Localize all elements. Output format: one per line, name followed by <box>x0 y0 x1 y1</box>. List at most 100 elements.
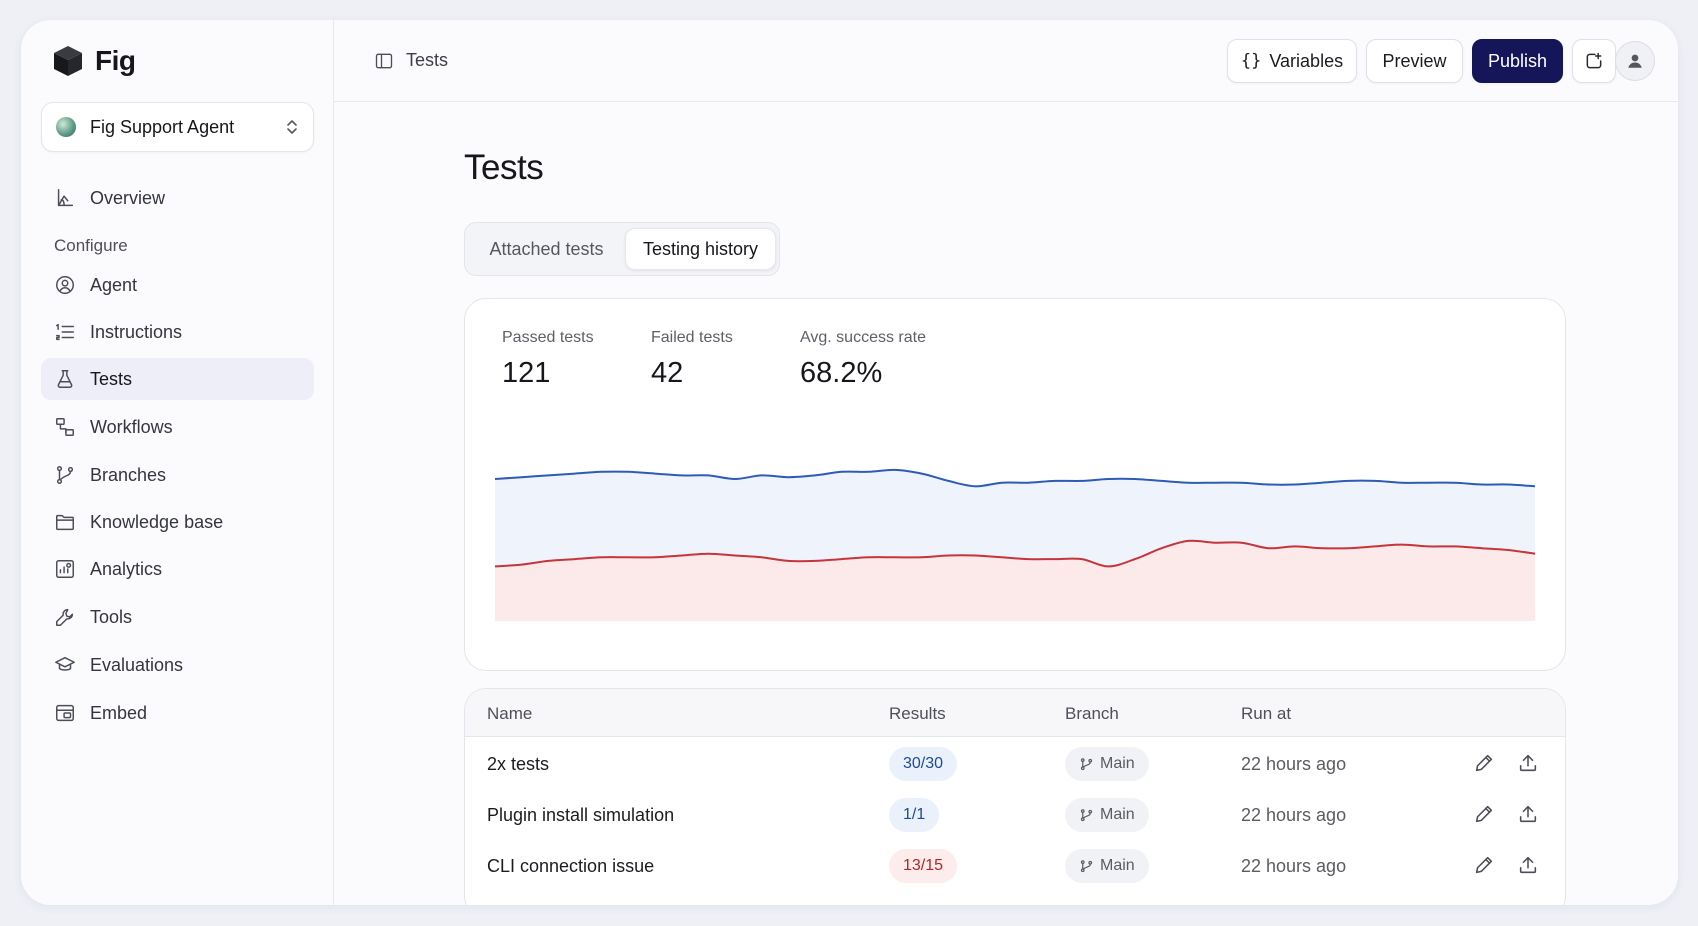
tab-testing-history[interactable]: Testing history <box>625 228 776 270</box>
preview-label: Preview <box>1382 50 1447 71</box>
graduation-cap-icon <box>55 656 75 671</box>
sidebar-item-agent[interactable]: Agent <box>41 264 314 306</box>
sync-button[interactable] <box>1572 39 1616 83</box>
sidebar-item-branches[interactable]: Branches <box>41 454 314 496</box>
pencil-icon <box>1475 754 1493 772</box>
stat-label: Passed tests <box>502 329 594 346</box>
branch-badge: Main <box>1065 849 1149 883</box>
sidebar-item-label: Overview <box>90 187 166 208</box>
agent-name: Fig Support Agent <box>90 116 235 137</box>
test-name[interactable]: 2x tests <box>487 754 550 774</box>
pencil-icon <box>1475 856 1493 874</box>
tab-attached-tests[interactable]: Attached tests <box>489 238 604 259</box>
export-button[interactable] <box>1517 803 1541 827</box>
series-0-line <box>495 468 1535 488</box>
run-at: 22 hours ago <box>1241 856 1347 876</box>
main-content: Tests {} Variables Preview Publish <box>334 20 1678 905</box>
sidebar-item-label: Agent <box>90 274 138 295</box>
export-button[interactable] <box>1517 752 1541 776</box>
series-1-line <box>495 539 1535 568</box>
publish-label: Publish <box>1487 50 1548 71</box>
flask-icon <box>57 370 73 388</box>
column-header-name[interactable]: Name <box>487 704 533 723</box>
sidebar-item-overview[interactable]: Overview <box>41 177 314 219</box>
sidebar-item-label: Analytics <box>90 558 163 579</box>
sidebar-item-label: Knowledge base <box>90 511 224 532</box>
analytics-icon <box>56 560 74 578</box>
publish-button[interactable]: Publish <box>1472 39 1563 83</box>
sync-icon <box>1586 52 1602 69</box>
test-name[interactable]: Plugin install simulation <box>487 805 675 825</box>
edit-button[interactable] <box>1473 854 1497 878</box>
column-header-results[interactable]: Results <box>889 704 946 723</box>
git-branch-icon <box>1080 757 1093 770</box>
sidebar-item-tests[interactable]: Tests <box>41 358 314 400</box>
preview-button[interactable]: Preview <box>1366 39 1463 83</box>
sidebar-item-knowledge-base[interactable]: Knowledge base <box>41 501 314 543</box>
sidebar-item-label: Branches <box>90 464 167 485</box>
list-numbered-icon <box>56 323 74 341</box>
table-row[interactable]: CLI connection issue 13/15 Main 22 hours… <box>465 842 1565 893</box>
user-circle-icon <box>56 276 74 294</box>
test-name[interactable]: CLI connection issue <box>487 856 655 876</box>
user-icon <box>1628 54 1642 68</box>
stat-label: Avg. success rate <box>800 329 926 346</box>
section-label-configure: Configure <box>54 236 128 255</box>
sidebar-item-evaluations[interactable]: Evaluations <box>41 644 314 686</box>
folder-icon <box>56 514 74 531</box>
run-at: 22 hours ago <box>1241 754 1347 774</box>
sidebar-item-label: Tools <box>90 606 133 627</box>
sidebar-item-label: Evaluations <box>90 654 184 675</box>
logo[interactable]: Fig <box>53 45 136 77</box>
sidebar-item-label: Tests <box>90 368 133 389</box>
branch-badge: Main <box>1065 747 1149 781</box>
stat-success-rate: Avg. success rate 68.2% <box>800 329 926 390</box>
stat-value: 121 <box>502 357 551 389</box>
sidebar-item-tools[interactable]: Tools <box>41 596 314 638</box>
upload-icon <box>1519 856 1537 874</box>
edit-button[interactable] <box>1473 752 1497 776</box>
agent-selector[interactable]: Fig Support Agent <box>41 102 314 152</box>
sidebar: Fig Fig Support Agent Overview Configure… <box>21 20 334 905</box>
breadcrumb-current: Tests <box>406 50 449 70</box>
results-badge: 13/15 <box>889 849 958 883</box>
branch-name: Main <box>1100 806 1135 823</box>
sidebar-item-workflows[interactable]: Workflows <box>41 406 314 448</box>
agent-avatar <box>56 117 76 137</box>
branch-name: Main <box>1100 857 1135 874</box>
stat-label: Failed tests <box>651 329 733 346</box>
app-name: Fig <box>95 45 136 76</box>
testing-history-card: Passed tests 121 Failed tests 42 Avg. su… <box>464 298 1566 671</box>
embed-icon <box>56 704 74 722</box>
export-button[interactable] <box>1517 854 1541 878</box>
git-branch-icon <box>1080 808 1093 821</box>
sidebar-item-instructions[interactable]: Instructions <box>41 311 314 353</box>
top-bar: Tests {} Variables Preview Publish <box>334 20 1678 102</box>
user-avatar[interactable] <box>1615 41 1655 81</box>
page-title: Tests <box>464 148 544 187</box>
variables-button[interactable]: {} Variables <box>1227 39 1357 83</box>
sidebar-item-analytics[interactable]: Analytics <box>41 548 314 590</box>
git-branch-icon <box>1080 859 1093 872</box>
breadcrumb: Tests <box>374 50 448 71</box>
column-header-run-at[interactable]: Run at <box>1241 704 1292 723</box>
stat-passed: Passed tests 121 <box>502 329 594 390</box>
table-row[interactable]: 2x tests 30/30 Main 22 hours ago <box>465 740 1565 791</box>
upload-icon <box>1519 754 1537 772</box>
table-row[interactable]: Plugin install simulation 1/1 Main 22 ho… <box>465 791 1565 842</box>
sidebar-item-embed[interactable]: Embed <box>41 692 314 734</box>
variables-label: Variables <box>1269 50 1344 71</box>
run-at: 22 hours ago <box>1241 805 1347 825</box>
pencil-icon <box>1475 805 1493 823</box>
branch-badge: Main <box>1065 798 1149 832</box>
tabs: Attached tests Testing history <box>464 222 780 276</box>
stat-value: 68.2% <box>800 357 883 389</box>
overview-icon <box>57 189 74 207</box>
results-badge: 30/30 <box>889 747 958 781</box>
column-header-branch[interactable]: Branch <box>1065 704 1119 723</box>
sidebar-toggle-icon[interactable] <box>374 51 394 71</box>
chevron-up-down-icon <box>287 120 297 134</box>
cube-logo-icon <box>54 46 82 76</box>
edit-button[interactable] <box>1473 803 1497 827</box>
results-badge: 1/1 <box>889 798 940 832</box>
